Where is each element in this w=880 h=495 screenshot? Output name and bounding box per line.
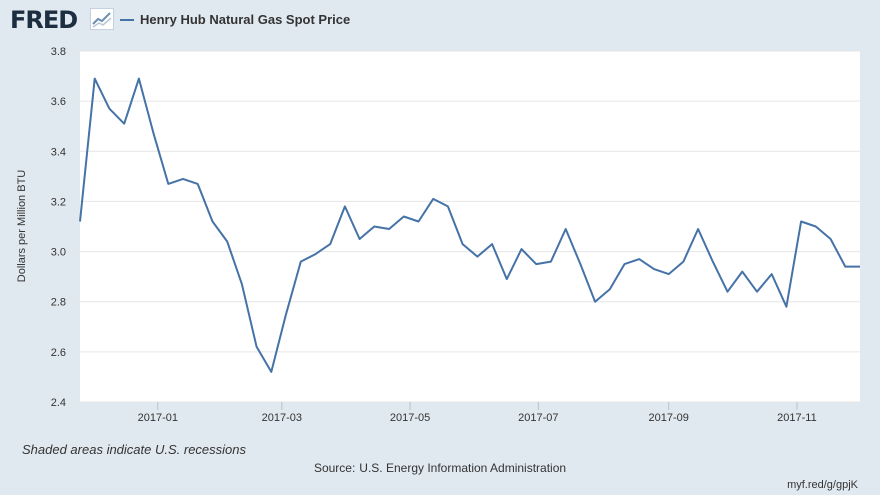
data-point[interactable] — [283, 311, 289, 317]
source-name[interactable]: U.S. Energy Information Administration — [359, 461, 567, 475]
x-tick-label: 2017-09 — [648, 412, 688, 424]
data-point[interactable] — [254, 344, 260, 350]
data-point[interactable] — [180, 176, 186, 182]
data-point[interactable] — [695, 226, 701, 232]
series-group — [77, 76, 863, 375]
legend-series-label: Henry Hub Natural Gas Spot Price — [140, 12, 351, 27]
y-tick-label: 2.4 — [51, 397, 66, 409]
x-tick-label: 2017-03 — [262, 412, 302, 424]
data-point[interactable] — [533, 261, 539, 267]
data-point[interactable] — [106, 106, 112, 112]
y-tick-label: 3.4 — [51, 146, 66, 158]
data-point[interactable] — [268, 369, 274, 375]
data-point[interactable] — [680, 259, 686, 265]
data-point[interactable] — [460, 241, 466, 247]
y-tick-label: 3.2 — [51, 196, 66, 208]
data-point[interactable] — [783, 304, 789, 310]
data-point[interactable] — [92, 76, 98, 82]
chart-header: FRED Henry Hub Natural Gas Spot Price — [0, 0, 880, 44]
data-point[interactable] — [77, 218, 83, 224]
data-point[interactable] — [165, 181, 171, 187]
source-label: Source: — [313, 461, 356, 475]
data-point[interactable] — [636, 256, 642, 262]
x-tick-label: 2017-01 — [138, 412, 178, 424]
data-point[interactable] — [857, 264, 863, 270]
data-point[interactable] — [430, 196, 436, 202]
data-point[interactable] — [577, 261, 583, 267]
plot-background — [80, 51, 860, 402]
data-point[interactable] — [342, 203, 348, 209]
data-point[interactable] — [769, 271, 775, 277]
data-point[interactable] — [371, 224, 377, 230]
source-line: Source: U.S. Energy Information Administr… — [0, 461, 880, 475]
data-point[interactable] — [739, 269, 745, 275]
data-point[interactable] — [386, 226, 392, 232]
y-tick-label: 2.8 — [51, 297, 66, 309]
x-tick-label: 2017-07 — [518, 412, 558, 424]
data-point[interactable] — [592, 299, 598, 305]
y-tick-label: 3.8 — [51, 46, 66, 58]
data-point[interactable] — [401, 213, 407, 219]
short-link[interactable]: myf.red/g/gpjK — [787, 479, 858, 491]
data-point[interactable] — [474, 254, 480, 260]
data-point[interactable] — [489, 241, 495, 247]
y-axis-label: Dollars per Million BTU — [16, 170, 28, 283]
data-point[interactable] — [622, 261, 628, 267]
x-tick-label: 2017-11 — [777, 412, 817, 424]
data-point[interactable] — [151, 131, 157, 137]
x-axis-ticks: 2017-01 2017-03 2017-05 2017-07 2017-09 2017-… — [138, 402, 817, 424]
data-point[interactable] — [121, 121, 127, 127]
chart-area[interactable]: 2.42.62.83.03.23.43.63.8 2017-01 2017-03 2… — [0, 40, 880, 430]
data-point[interactable] — [563, 226, 569, 232]
y-axis-ticks: 2.4 2.6 2.8 3.0 3.2 3.4 3.6 3.8 — [51, 46, 66, 409]
data-point[interactable] — [651, 266, 657, 272]
data-point[interactable] — [504, 276, 510, 282]
data-point[interactable] — [298, 259, 304, 265]
series-line[interactable] — [79, 77, 860, 373]
data-point[interactable] — [445, 203, 451, 209]
data-point[interactable] — [813, 224, 819, 230]
data-point[interactable] — [828, 236, 834, 242]
data-point[interactable] — [725, 289, 731, 295]
data-point[interactable] — [312, 251, 318, 257]
y-tick-label: 3.0 — [51, 247, 66, 259]
data-point[interactable] — [798, 218, 804, 224]
data-point[interactable] — [327, 241, 333, 247]
data-point[interactable] — [224, 239, 230, 245]
data-point[interactable] — [666, 271, 672, 277]
data-point[interactable] — [710, 259, 716, 265]
data-point[interactable] — [842, 264, 848, 270]
data-point[interactable] — [415, 218, 421, 224]
data-point[interactable] — [607, 286, 613, 292]
data-point[interactable] — [136, 76, 142, 82]
data-point[interactable] — [209, 218, 215, 224]
x-tick-label: 2017-05 — [390, 412, 430, 424]
y-tick-label: 3.6 — [51, 96, 66, 108]
data-point[interactable] — [357, 236, 363, 242]
y-tick-label: 2.6 — [51, 347, 66, 359]
fred-chart-icon — [90, 8, 114, 30]
data-point[interactable] — [754, 289, 760, 295]
data-point[interactable] — [548, 259, 554, 265]
data-point[interactable] — [519, 246, 525, 252]
data-point[interactable] — [195, 181, 201, 187]
legend-line-swatch — [120, 19, 134, 21]
recession-note: Shaded areas indicate U.S. recessions — [22, 442, 247, 457]
fred-logo[interactable]: FRED — [10, 6, 78, 34]
data-point[interactable] — [239, 281, 245, 287]
